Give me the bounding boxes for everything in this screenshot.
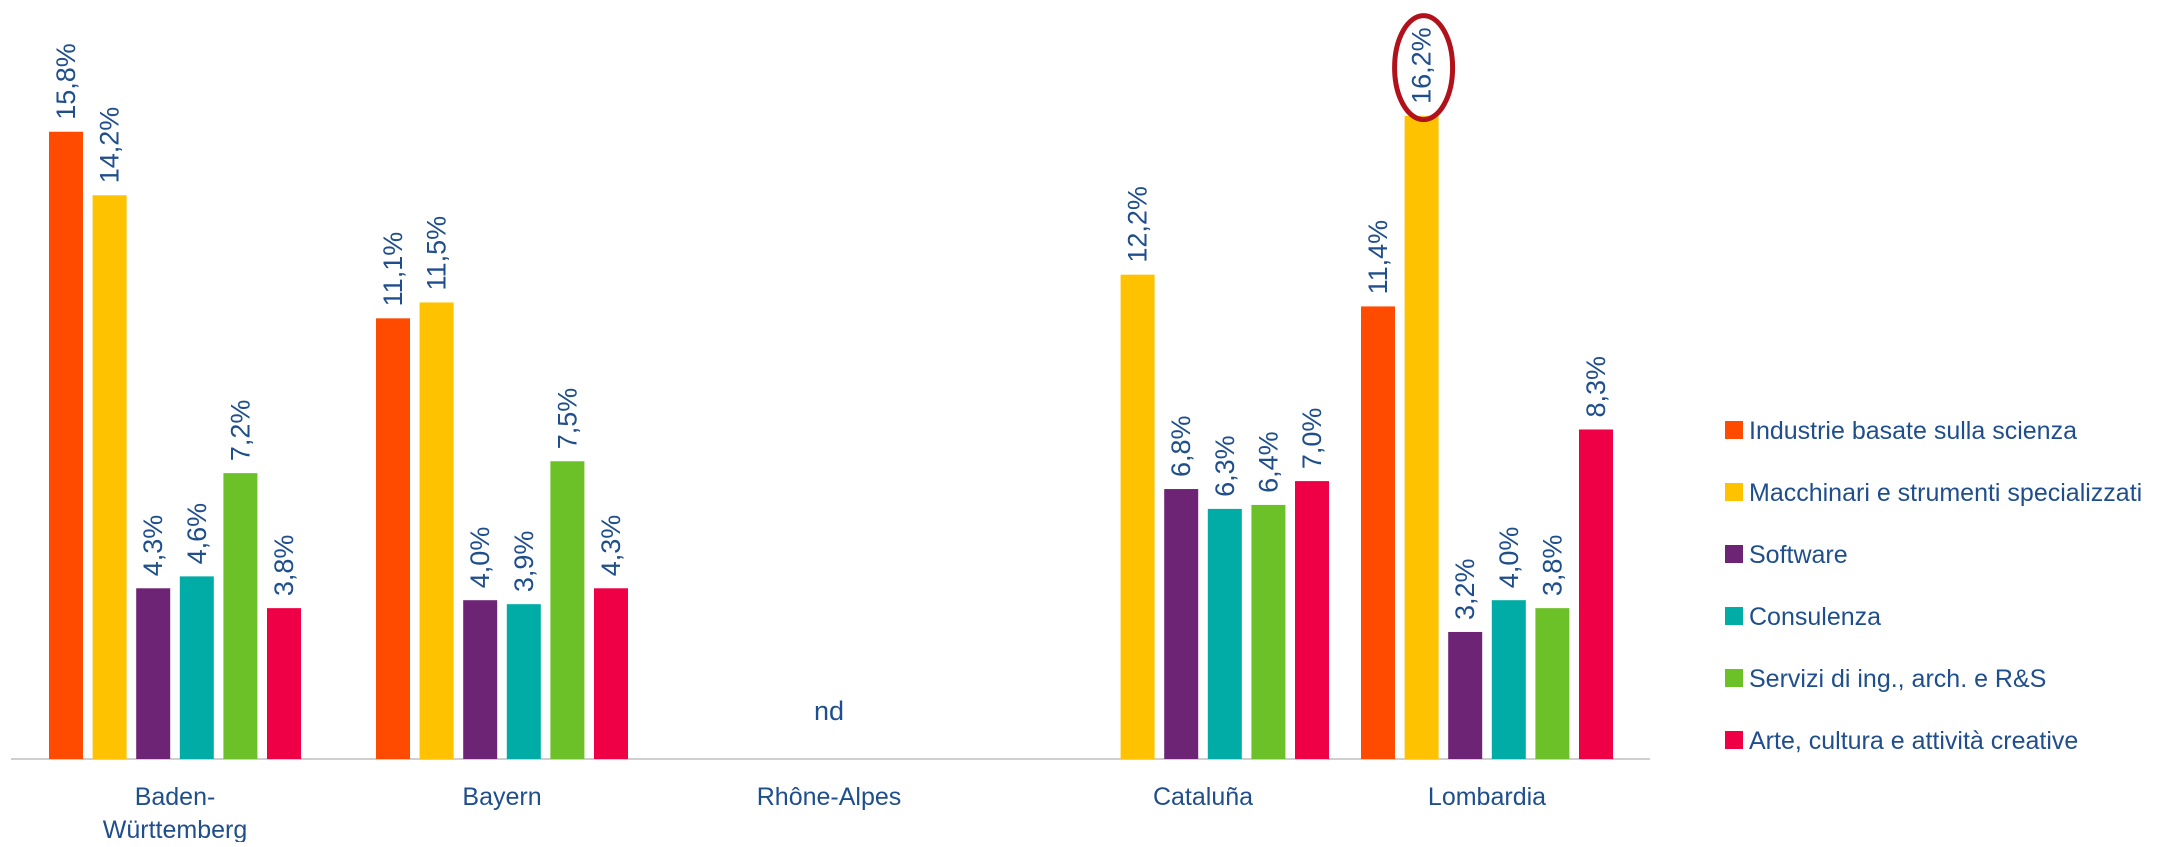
- data-label: 4,0%: [465, 527, 495, 589]
- category-label: Lombardia: [1428, 783, 1546, 811]
- data-label: 7,5%: [552, 388, 582, 450]
- data-label: 6,4%: [1253, 431, 1283, 493]
- data-label: 4,0%: [1494, 527, 1524, 589]
- legend-swatch: [1725, 669, 1743, 687]
- bar: [419, 302, 454, 759]
- bar: [1207, 508, 1242, 759]
- bar: [92, 195, 127, 759]
- legend-label: Servizi di ing., arch. e R&S: [1749, 665, 2046, 693]
- data-label: 6,3%: [1210, 435, 1240, 497]
- bar: [1120, 274, 1155, 759]
- data-label: 11,1%: [378, 232, 408, 307]
- bar: [136, 588, 171, 759]
- category-label: Baden-: [135, 783, 216, 811]
- legend-swatch: [1725, 545, 1743, 563]
- bar: [179, 576, 214, 759]
- category-label: Württemberg: [103, 816, 247, 842]
- data-label: 8,3%: [1581, 356, 1611, 418]
- data-label: 4,3%: [596, 515, 626, 577]
- data-label: 3,8%: [269, 535, 299, 597]
- legend-swatch: [1725, 607, 1743, 625]
- bar: [1361, 306, 1395, 759]
- bar: [1491, 600, 1526, 759]
- bar: [1579, 429, 1613, 759]
- legend-label: Consulenza: [1749, 603, 1881, 631]
- data-label: 4,3%: [138, 515, 168, 577]
- bar: [594, 588, 628, 759]
- highlight-ring: [1392, 13, 1456, 123]
- data-label: 12,2%: [1123, 186, 1153, 263]
- data-label: 16,2%: [1407, 27, 1437, 104]
- bar: [223, 473, 258, 759]
- bar: [550, 461, 585, 759]
- legend-swatch: [1725, 731, 1743, 749]
- bar: [1251, 504, 1286, 759]
- legend-label: Industrie basate sulla scienza: [1749, 417, 2077, 445]
- data-label: 15,8%: [51, 43, 81, 120]
- bar: [1404, 115, 1439, 760]
- bar: [463, 600, 498, 759]
- bar: [267, 608, 301, 759]
- data-label: 14,2%: [95, 107, 125, 184]
- data-label: 11,4%: [1363, 220, 1393, 295]
- data-label: 3,2%: [1450, 558, 1480, 620]
- legend-label: Arte, cultura e attività creative: [1749, 727, 2078, 755]
- data-label: 4,6%: [182, 503, 212, 565]
- bar: [1164, 489, 1199, 759]
- legend-label: Macchinari e strumenti specializzati: [1749, 479, 2142, 507]
- missing-data-label: nd: [814, 696, 844, 726]
- bar: [506, 604, 541, 759]
- legend-swatch: [1725, 483, 1743, 501]
- data-label: 6,8%: [1166, 415, 1196, 477]
- bar: [1535, 608, 1570, 759]
- category-label: Cataluña: [1153, 783, 1253, 811]
- bar: [1295, 481, 1329, 759]
- category-label: Bayern: [462, 783, 541, 811]
- bar: [376, 318, 410, 759]
- legend-label: Software: [1749, 541, 1848, 569]
- category-label: Rhône-Alpes: [757, 783, 902, 811]
- bar: [49, 131, 83, 760]
- data-label: 3,9%: [509, 531, 539, 593]
- data-label: 7,0%: [1297, 408, 1327, 470]
- legend-swatch: [1725, 421, 1743, 439]
- bar: [1448, 631, 1483, 759]
- data-label: 11,5%: [422, 216, 452, 291]
- data-label: 3,8%: [1537, 535, 1567, 597]
- data-label: 7,2%: [225, 400, 255, 462]
